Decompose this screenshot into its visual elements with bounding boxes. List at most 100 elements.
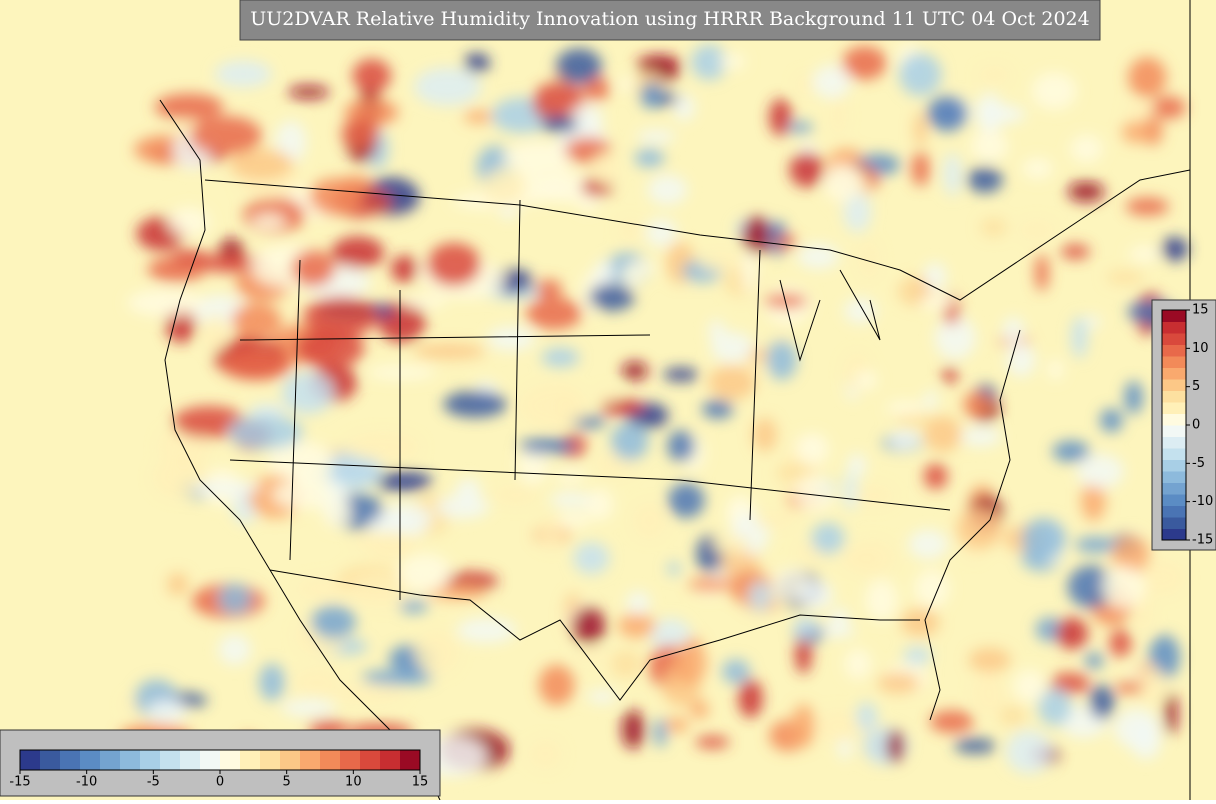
humidity-patch [586,689,618,704]
humidity-patch [636,129,676,144]
humidity-patch [228,415,303,450]
colorbar-segment [1162,310,1186,322]
humidity-patch [626,591,651,615]
canada-border [204,169,1191,301]
humidity-patch [502,141,574,176]
humidity-patch [493,485,538,505]
humidity-patch [1050,672,1090,694]
humidity-patch [663,367,699,382]
humidity-patch [443,390,507,418]
humidity-patch [610,650,642,679]
humidity-patch [617,77,635,91]
humidity-patch [855,370,878,391]
humidity-patch [553,470,587,483]
humidity-patch [1035,254,1049,292]
great-lakes [779,269,881,362]
colorbar-segment [1162,448,1186,460]
humidity-patch [673,94,695,121]
humidity-patch [221,348,293,381]
humidity-patch [414,67,482,106]
humidity-patch [793,474,836,512]
humidity-patch [399,599,428,614]
humidity-patch [215,60,272,88]
humidity-patch [555,48,602,85]
humidity-patch [1071,316,1088,359]
humidity-patch [956,507,1002,550]
title-box [239,0,1101,41]
humidity-patch [719,52,746,70]
colorbar-segment [1162,321,1186,334]
humidity-patch [1021,518,1066,560]
colorbar-tick-label: 15 [1192,303,1209,318]
colorbar-segment [1162,471,1186,483]
humidity-patch [203,314,228,352]
colorbar-segment [20,750,41,770]
colorbar-tick-label: -5 [1192,456,1205,471]
humidity-patch [927,96,968,132]
humidity-patch [218,583,252,615]
humidity-patch [591,151,618,186]
humidity-patch [1124,380,1143,415]
humidity-patch [798,580,834,610]
humidity-patch [812,65,851,99]
colorbar-segment [140,750,161,770]
humidity-patch [310,605,356,639]
humidity-patch [1074,536,1117,553]
humidity-patch [617,613,656,638]
colorbar-segment [220,750,241,770]
humidity-patch [886,729,904,763]
humidity-patch [249,403,286,419]
humidity-patch [303,296,378,337]
humidity-patch [280,699,337,717]
humidity-patch [811,522,845,555]
humidity-patch [748,580,773,612]
humidity-patch [1037,687,1072,726]
humidity-patch [268,441,334,480]
colorbar-segment [80,750,101,770]
humidity-patch [361,669,434,686]
colorbar-segment [380,750,401,770]
colorbar-segment [60,750,81,770]
gulf-coast [269,569,920,701]
humidity-patch [741,249,758,294]
humidity-patch [843,471,858,511]
humidity-patch [621,361,648,381]
humidity-patch [526,297,583,330]
colorbar-segment [1162,344,1186,357]
humidity-patch [1013,669,1047,703]
humidity-patch [549,491,592,508]
humidity-patch [171,249,210,264]
humidity-patch [934,316,976,360]
humidity-patch [633,503,666,539]
humidity-patch [690,700,709,719]
humidity-patch [980,218,1007,237]
humidity-patch [426,242,481,287]
humidity-patch [795,635,812,674]
humidity-patch [844,648,872,680]
humidity-patch [1121,120,1150,144]
humidity-patch [309,178,362,216]
humidity-patch [1133,665,1166,705]
humidity-patch [843,191,872,233]
humidity-patch [816,710,860,743]
humidity-patch [294,669,340,696]
humidity-patch [463,110,493,124]
humidity-patch [541,115,579,134]
colorbar-tick-label: -15 [9,775,30,790]
colorbar-segment [180,750,201,770]
humidity-patch [218,634,252,666]
colorbar-segment [320,750,341,770]
colorbar-tick-label: -10 [1192,494,1213,509]
humidity-patch [425,585,488,600]
humidity-patch [914,111,927,148]
colorbar-segment [1162,482,1186,495]
humidity-patch [653,718,667,748]
humidity-patch [645,218,677,247]
humidity-patch [711,535,751,554]
humidity-patch [251,213,287,230]
humidity-patch [1052,440,1090,462]
humidity-patch [589,283,635,311]
humidity-patch [147,698,187,724]
humidity-patch [695,735,730,749]
colorbar-segment [1162,425,1186,437]
